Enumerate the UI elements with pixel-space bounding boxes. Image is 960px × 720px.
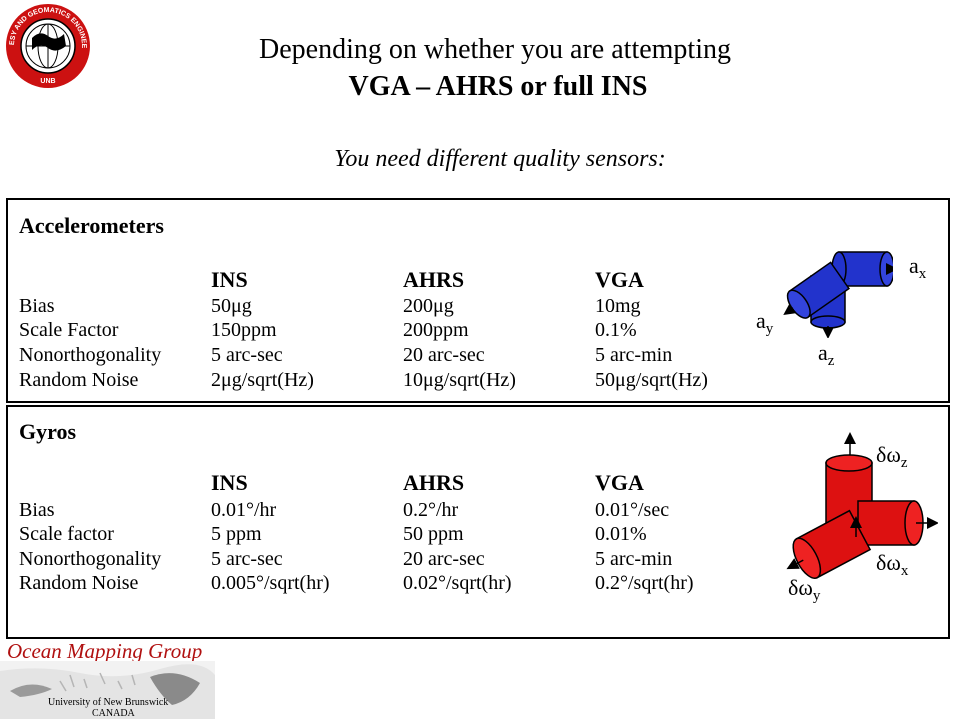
accelerometers-col-vga: VGA [595, 267, 644, 292]
gyros-row-ahrs-value: 0.2°/hr [403, 499, 459, 521]
accelerometers-col-ahrs: AHRS [403, 267, 465, 292]
accelerometer-az-label: az [818, 340, 835, 369]
gyros-row-label: Scale factor [19, 523, 114, 545]
gyros-row-vga-value: 0.01% [595, 523, 647, 545]
accelerometers-row-ins-value: 150ppm [211, 319, 277, 341]
gyros-col-vga: VGA [595, 470, 644, 495]
gyros-col-ins: INS [211, 470, 248, 495]
ocean-mapping-group-title: Ocean Mapping Group [7, 639, 203, 663]
slide-title-line2: VGA – AHRS or full INS [348, 71, 648, 102]
accelerometers-row-vga-value: 5 arc-min [595, 344, 673, 366]
accelerometers-heading: Accelerometers [19, 213, 164, 238]
gyro-dwx-label: δωx [876, 550, 909, 579]
slide-subtitle: You need different quality sensors: [334, 146, 666, 172]
gyros-row-ins-value: 0.01°/hr [211, 499, 277, 521]
accelerometer-x-cylinder [831, 251, 893, 287]
gyros-col-ahrs: AHRS [403, 470, 465, 495]
gyro-dwz-label: δωz [876, 442, 908, 471]
gyros-heading: Gyros [19, 419, 77, 444]
accelerometers-row-ins-value: 2μg/sqrt(Hz) [211, 369, 314, 391]
accelerometers-row-label: Bias [19, 295, 55, 317]
accelerometers-panel: Accelerometers INS AHRS VGA Bias 50μg 20… [6, 198, 950, 403]
logo-unb-text: UNB [40, 78, 55, 85]
accelerometers-row-vga-value: 10mg [595, 295, 641, 317]
accelerometers-col-ins: INS [211, 267, 248, 292]
gyros-row-ins-value: 5 arc-sec [211, 548, 283, 570]
gyros-row-label: Random Noise [19, 572, 139, 594]
accelerometer-y-cylinder [783, 261, 851, 319]
ocean-mapping-group-logo-art [0, 661, 215, 719]
accelerometers-row-ahrs-value: 20 arc-sec [403, 344, 485, 366]
accelerometers-row-vga-value: 50μg/sqrt(Hz) [595, 369, 708, 391]
gyros-row-ins-value: 0.005°/sqrt(hr) [211, 572, 330, 594]
gyros-row-vga-value: 5 arc-min [595, 548, 673, 570]
accelerometers-row-label: Nonorthogonality [19, 344, 162, 366]
gyro-dwy-label: δωy [788, 575, 821, 604]
slide-title-line1: Depending on whether you are attempting [259, 34, 731, 65]
accelerometers-row-ahrs-value: 200ppm [403, 319, 469, 341]
accelerometers-row-label: Scale Factor [19, 319, 119, 341]
gyro-triad-figure [786, 432, 938, 580]
accelerometers-row-label: Random Noise [19, 369, 139, 391]
gyros-row-ahrs-value: 50 ppm [403, 523, 464, 545]
accelerometer-ax-label: ax [909, 253, 927, 282]
gyros-row-ins-value: 5 ppm [211, 523, 262, 545]
gyros-row-label: Bias [19, 499, 55, 521]
accelerometers-row-vga-value: 0.1% [595, 319, 637, 341]
gyros-row-vga-value: 0.01°/sec [595, 499, 670, 521]
university-name: University of New Brunswick [48, 697, 169, 708]
accelerometers-row-ahrs-value: 200μg [403, 295, 454, 317]
accelerometers-row-ins-value: 5 arc-sec [211, 344, 283, 366]
gyros-row-ahrs-value: 20 arc-sec [403, 548, 485, 570]
accelerometer-triad-figure [783, 251, 893, 338]
accelerometer-ay-label: ay [756, 308, 774, 337]
accelerometers-row-ins-value: 50μg [211, 295, 252, 317]
gyros-row-ahrs-value: 0.02°/sqrt(hr) [403, 572, 512, 594]
gyros-row-vga-value: 0.2°/sqrt(hr) [595, 572, 694, 594]
gyros-row-label: Nonorthogonality [19, 548, 162, 570]
country-name: CANADA [92, 708, 135, 719]
accelerometers-row-ahrs-value: 10μg/sqrt(Hz) [403, 369, 516, 391]
unb-ggeng-logo: GEODESY AND GEOMATICS ENGINEERING UNB [4, 2, 90, 88]
gyro-x-cylinder [857, 500, 938, 546]
gyros-panel: Gyros INS AHRS VGA Bias 0.01°/hr 0.2°/hr… [6, 405, 950, 639]
